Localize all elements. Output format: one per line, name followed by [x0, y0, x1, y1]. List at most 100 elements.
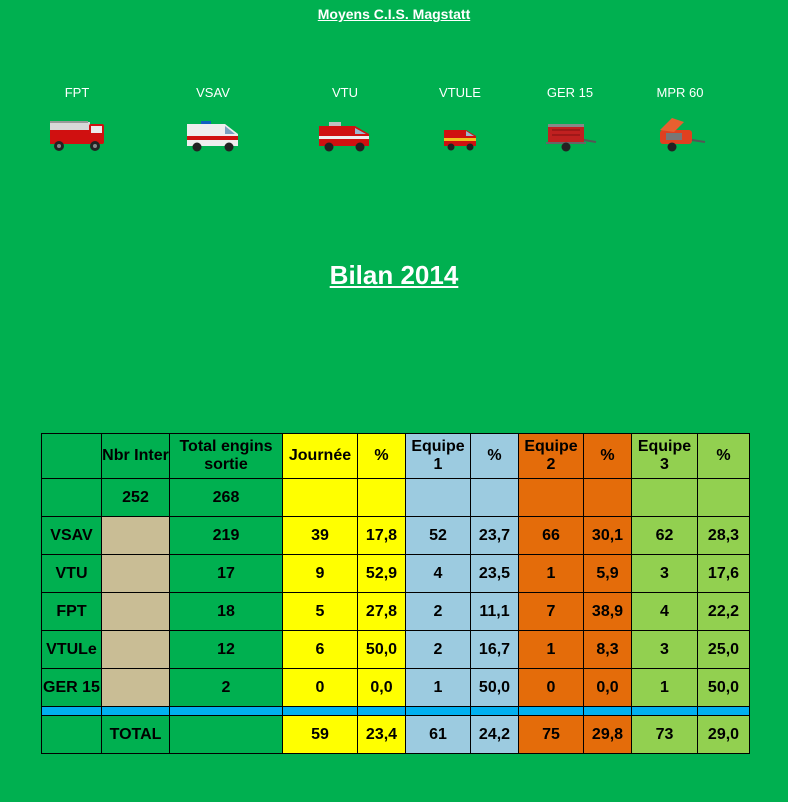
vehicle-mpr60: MPR 60	[640, 84, 720, 154]
total-cell: 18	[169, 592, 283, 631]
total-journee: 59	[282, 715, 358, 754]
bilan-title: Bilan 2014	[329, 260, 459, 290]
header-equipe1: Equipe 1	[405, 433, 471, 479]
fire-truck-icon	[50, 121, 104, 151]
separator-cell	[282, 706, 358, 716]
separator-cell	[405, 706, 471, 716]
header-equipe3: Equipe 3	[631, 433, 698, 479]
empty-cell	[41, 715, 102, 754]
journee-pct-cell: 52,9	[357, 554, 406, 593]
generator-trailer-icon	[546, 124, 597, 152]
total-label: TOTAL	[101, 715, 170, 754]
page-title: Moyens C.I.S. Magstatt	[317, 6, 471, 22]
ambulance-van-icon	[187, 121, 238, 152]
equipe2-pct-cell: 5,9	[583, 554, 632, 593]
empty-cell	[282, 478, 358, 517]
equipe3-cell: 1	[631, 668, 698, 707]
vehicle-label: VSAV	[196, 85, 230, 100]
empty-cell	[41, 433, 102, 479]
equipe1-cell: 2	[405, 630, 471, 669]
empty-cell	[41, 478, 102, 517]
utility-truck-icon	[319, 122, 369, 152]
total-cell: 219	[169, 516, 283, 555]
equipe3-pct-cell: 28,3	[697, 516, 750, 555]
equipe2-cell: 7	[518, 592, 584, 631]
journee-pct-cell: 17,8	[357, 516, 406, 555]
equipe2-pct-cell: 0,0	[583, 668, 632, 707]
summary-row: 252 268	[41, 478, 750, 517]
separator-cell	[169, 706, 283, 716]
journee-pct-cell: 27,8	[357, 592, 406, 631]
nbr-inter-cell	[101, 516, 170, 555]
empty-cell	[583, 478, 632, 517]
header-nbr-inter: Nbr Inter	[101, 433, 170, 479]
separator-row	[41, 706, 750, 716]
empty-cell	[697, 478, 750, 517]
header-equipe2: Equipe 2	[518, 433, 584, 479]
vehicle-label: MPR 60	[656, 85, 704, 100]
equipe1-cell: 4	[405, 554, 471, 593]
separator-cell	[41, 706, 102, 716]
separator-cell	[518, 706, 584, 716]
equipe2-cell: 1	[518, 554, 584, 593]
equipe2-cell: 66	[518, 516, 584, 555]
vehicle-label: FPT	[64, 85, 90, 100]
header-journee: Journée	[282, 433, 358, 479]
total-journee-pct: 23,4	[357, 715, 406, 754]
equipe3-pct-cell: 50,0	[697, 668, 750, 707]
total-equipe3: 73	[631, 715, 698, 754]
equipe1-cell: 1	[405, 668, 471, 707]
vehicle-label: VTU	[332, 85, 358, 100]
separator-cell	[470, 706, 519, 716]
equipe3-cell: 3	[631, 630, 698, 669]
separator-cell	[101, 706, 170, 716]
equipe3-cell: 62	[631, 516, 698, 555]
header-row: Nbr Inter Total engins sortie Journée % …	[41, 433, 750, 479]
header-pct: %	[697, 433, 750, 479]
header-pct: %	[583, 433, 632, 479]
separator-cell	[697, 706, 750, 716]
bilan-table: Nbr Inter Total engins sortie Journée % …	[41, 433, 750, 754]
table-row: VTULe 12 6 50,0 2 16,7 1 8,3 3 25,0	[41, 630, 750, 669]
journee-cell: 5	[282, 592, 358, 631]
equipe1-pct-cell: 23,7	[470, 516, 519, 555]
total-cell: 2	[169, 668, 283, 707]
total-cell: 17	[169, 554, 283, 593]
equipe3-cell: 3	[631, 554, 698, 593]
table-row: FPT 18 5 27,8 2 11,1 7 38,9 4 22,2	[41, 592, 750, 631]
equipe1-pct-cell: 11,1	[470, 592, 519, 631]
equipe2-pct-cell: 30,1	[583, 516, 632, 555]
vehicle-vtule: VTULE	[420, 84, 500, 154]
row-name: VTULe	[41, 630, 102, 669]
journee-cell: 39	[282, 516, 358, 555]
separator-cell	[357, 706, 406, 716]
nbr-inter-value: 252	[101, 478, 170, 517]
small-utility-vehicle-icon	[444, 130, 476, 151]
equipe1-cell: 52	[405, 516, 471, 555]
total-equipe3-pct: 29,0	[697, 715, 750, 754]
separator-cell	[631, 706, 698, 716]
equipe3-pct-cell: 25,0	[697, 630, 750, 669]
nbr-inter-cell	[101, 630, 170, 669]
vehicle-fpt: FPT	[37, 84, 117, 154]
table-row: VSAV 219 39 17,8 52 23,7 66 30,1 62 28,3	[41, 516, 750, 555]
journee-pct-cell: 0,0	[357, 668, 406, 707]
vehicle-vtu: VTU	[305, 84, 385, 154]
total-equipe1: 61	[405, 715, 471, 754]
empty-cell	[470, 478, 519, 517]
total-equipe2-pct: 29,8	[583, 715, 632, 754]
nbr-inter-cell	[101, 554, 170, 593]
total-cell: 12	[169, 630, 283, 669]
separator-cell	[583, 706, 632, 716]
equipe1-pct-cell: 23,5	[470, 554, 519, 593]
nbr-inter-cell	[101, 592, 170, 631]
empty-cell	[405, 478, 471, 517]
empty-cell	[631, 478, 698, 517]
row-name: VTU	[41, 554, 102, 593]
total-equipe1-pct: 24,2	[470, 715, 519, 754]
table-row: GER 15 2 0 0,0 1 50,0 0 0,0 1 50,0	[41, 668, 750, 707]
table-row: VTU 17 9 52,9 4 23,5 1 5,9 3 17,6	[41, 554, 750, 593]
equipe2-cell: 0	[518, 668, 584, 707]
empty-cell	[357, 478, 406, 517]
equipe1-pct-cell: 50,0	[470, 668, 519, 707]
